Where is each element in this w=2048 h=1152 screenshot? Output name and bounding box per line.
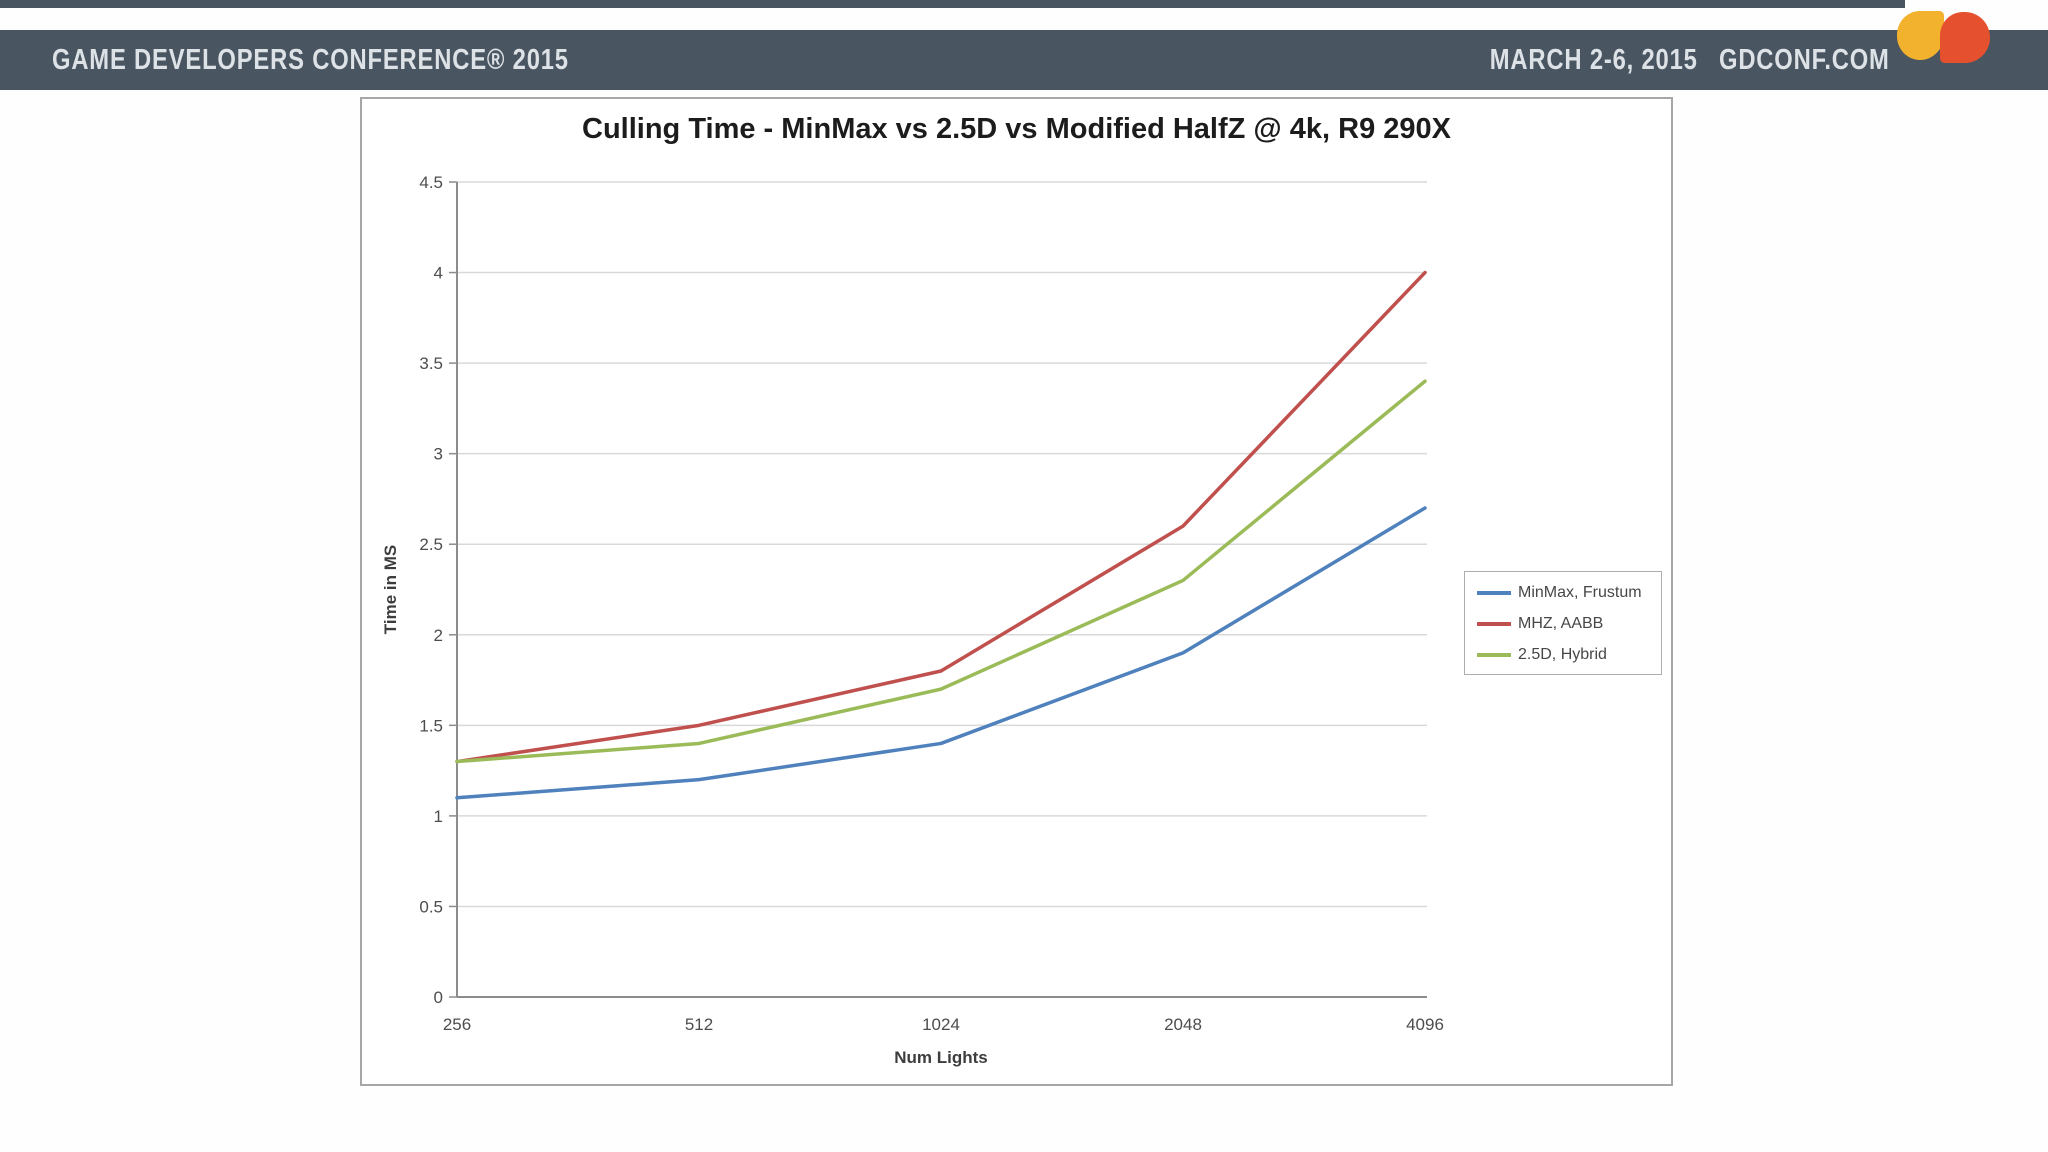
conference-title: GAME DEVELOPERS CONFERENCE® 2015 [52,43,569,76]
x-tick-label: 4096 [1406,1015,1444,1034]
y-tick-label: 0 [434,988,443,1007]
conference-dates: MARCH 2-6, 2015 [1490,43,1698,76]
x-tick-label: 2048 [1164,1015,1202,1034]
top-accent-strip [0,0,1905,8]
x-tick-label: 512 [685,1015,713,1034]
y-axis-title: Time in MS [381,545,400,634]
chart-legend: MinMax, Frustum MHZ, AABB 2.5D, Hybrid [1464,571,1662,675]
y-tick-label: 4 [434,264,443,283]
y-tick-label: 3.5 [419,354,443,373]
legend-line-swatch [1477,653,1511,657]
chart-frame: Culling Time - MinMax vs 2.5D vs Modifie… [360,97,1673,1086]
y-tick-label: 1 [434,807,443,826]
line-chart: 0 0.5 1 1.5 2 2.5 3 3.5 4 4.5 256 512 1024 2048 4096 Nu… [381,173,1444,1067]
legend-item: MHZ, AABB [1477,615,1651,633]
legend-label: MHZ, AABB [1518,615,1604,632]
y-tick-label: 4.5 [419,173,443,192]
gdc-logo [1895,10,1995,64]
y-tick-label: 2 [434,626,443,645]
series-line-mhz-aabb [455,270,1427,764]
y-tick-label: 0.5 [419,897,443,916]
gdc-logo-red-petal-icon [1940,12,1990,63]
series-line-minmax-frustum [455,506,1427,800]
legend-label: 2.5D, Hybrid [1518,646,1607,663]
header-right-group: MARCH 2-6, 2015 GDCONF.COM [1490,44,1890,77]
gdc-logo-yellow-petal-icon [1897,11,1944,60]
chart-title: Culling Time - MinMax vs 2.5D vs Modifie… [582,113,1451,145]
y-tick-label: 1.5 [419,716,443,735]
conference-website: GDCONF.COM [1719,43,1890,76]
legend-line-swatch [1477,622,1511,626]
y-tick-label: 2.5 [419,535,443,554]
series-line-2-5d-hybrid [455,379,1427,764]
legend-label: MinMax, Frustum [1518,584,1642,601]
legend-item: MinMax, Frustum [1477,584,1651,602]
y-tick-label: 3 [434,445,443,464]
x-tick-label: 1024 [922,1015,960,1034]
x-axis-title: Num Lights [894,1048,988,1067]
legend-item: 2.5D, Hybrid [1477,646,1651,664]
legend-line-swatch [1477,591,1511,595]
header-bar: GAME DEVELOPERS CONFERENCE® 2015 MARCH 2… [0,30,2048,90]
x-tick-label: 256 [443,1015,471,1034]
